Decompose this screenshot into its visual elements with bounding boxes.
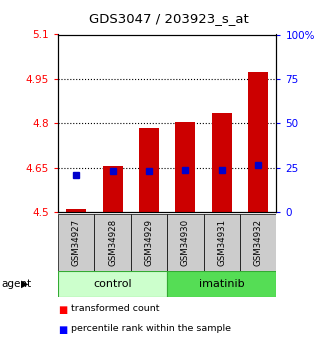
- Text: GSM34931: GSM34931: [217, 219, 226, 266]
- Text: GSM34930: GSM34930: [181, 219, 190, 266]
- Text: ■: ■: [58, 325, 67, 335]
- Text: ▶: ▶: [21, 279, 28, 288]
- Bar: [58, 214, 94, 271]
- Bar: [94, 214, 131, 271]
- Bar: [58, 271, 167, 297]
- Bar: [240, 214, 276, 271]
- Bar: [204, 214, 240, 271]
- Bar: [139, 128, 159, 212]
- Text: GSM34932: GSM34932: [254, 219, 263, 266]
- Text: imatinib: imatinib: [199, 279, 245, 289]
- Text: GSM34927: GSM34927: [71, 219, 81, 266]
- Bar: [103, 166, 122, 212]
- Bar: [212, 113, 232, 212]
- Text: ■: ■: [58, 305, 67, 315]
- Text: GSM34928: GSM34928: [108, 219, 117, 266]
- Text: GSM34929: GSM34929: [144, 219, 154, 266]
- Bar: [248, 71, 268, 212]
- Bar: [131, 214, 167, 271]
- Text: transformed count: transformed count: [71, 304, 160, 313]
- Text: percentile rank within the sample: percentile rank within the sample: [71, 324, 231, 333]
- Bar: [167, 214, 204, 271]
- Text: GDS3047 / 203923_s_at: GDS3047 / 203923_s_at: [89, 12, 249, 25]
- Bar: [167, 271, 276, 297]
- Text: agent: agent: [2, 279, 32, 288]
- Text: control: control: [93, 279, 132, 289]
- Bar: [66, 209, 86, 212]
- Bar: [175, 122, 195, 212]
